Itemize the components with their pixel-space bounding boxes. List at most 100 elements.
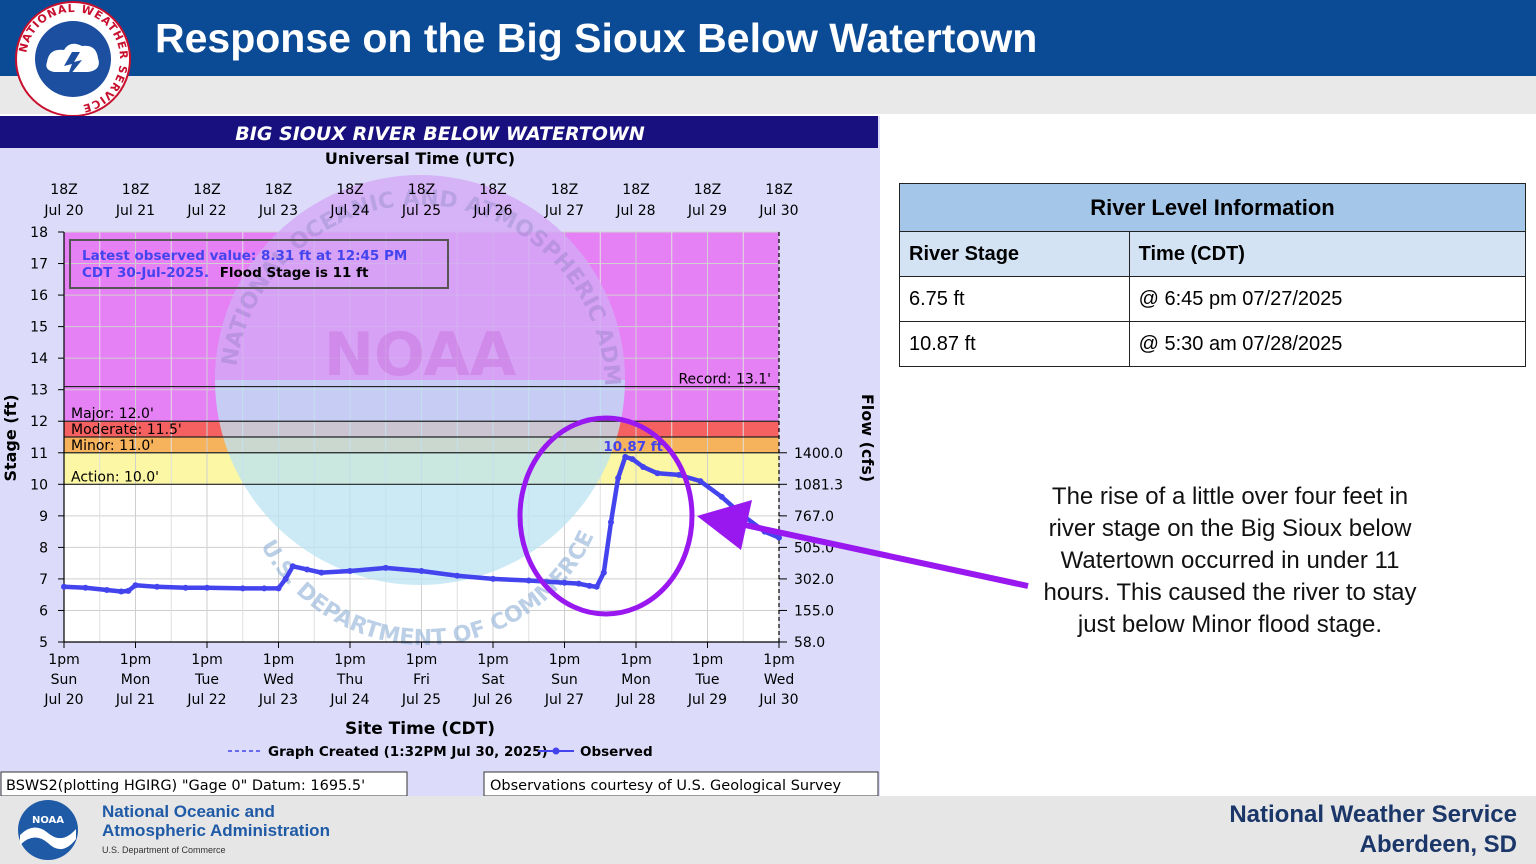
observed-point bbox=[153, 583, 160, 590]
bottom-tick-label: Mon bbox=[621, 672, 651, 688]
observed-point bbox=[132, 582, 139, 589]
bottom-tick-label: 1pm bbox=[120, 652, 151, 668]
svg-text:CDT 30-Jul-2025. Flood Sta: CDT 30-Jul-2025. Flood Stage is 11 ft bbox=[82, 265, 369, 281]
threshold-label: Major: 12.0' bbox=[71, 406, 154, 422]
col-header-stage: River Stage bbox=[899, 231, 1130, 277]
flow-tick-label: 58.0 bbox=[794, 635, 825, 651]
observed-point bbox=[118, 588, 125, 595]
datum-text: BSWS2(plotting HGIRG) "Gage 0" Datum: 16… bbox=[6, 778, 365, 794]
threshold-label: Record: 13.1' bbox=[678, 372, 771, 388]
top-tick-label: Jul 30 bbox=[758, 203, 798, 219]
observed-point bbox=[275, 585, 282, 592]
top-tick-label: Jul 23 bbox=[258, 203, 298, 219]
bottom-tick-label: 1pm bbox=[549, 652, 580, 668]
bottom-tick-label: Jul 28 bbox=[615, 692, 655, 708]
subheader-band bbox=[0, 76, 1536, 114]
top-tick-label: Jul 27 bbox=[544, 203, 584, 219]
observed-point bbox=[304, 566, 311, 573]
top-tick-label: 18Z bbox=[265, 182, 292, 198]
bottom-tick-label: Sun bbox=[551, 672, 578, 688]
observed-point bbox=[675, 471, 682, 478]
top-tick-label: 18Z bbox=[408, 182, 435, 198]
observed-point bbox=[600, 569, 607, 576]
svg-text:NOAA: NOAA bbox=[32, 815, 64, 826]
observed-point bbox=[239, 585, 246, 592]
noaa-name-line1: National Oceanic and bbox=[102, 802, 275, 821]
observed-point bbox=[575, 580, 582, 587]
observed-point bbox=[261, 585, 268, 592]
observed-point bbox=[418, 568, 425, 575]
top-tick-label: 18Z bbox=[551, 182, 578, 198]
watermark-center: NOAA bbox=[324, 320, 517, 390]
top-tick-label: 18Z bbox=[336, 182, 363, 198]
y-tick-label: 15 bbox=[30, 320, 48, 336]
y2-axis-title: Flow (cfs) bbox=[858, 394, 877, 482]
latest-value-line1: Latest observed value: 8.31 ft at 12:45 … bbox=[82, 248, 407, 264]
bottom-tick-label: Wed bbox=[764, 672, 795, 688]
y-tick-label: 14 bbox=[30, 351, 48, 367]
y-tick-label: 16 bbox=[30, 288, 48, 304]
top-tick-label: Jul 22 bbox=[186, 203, 226, 219]
top-tick-label: 18Z bbox=[122, 182, 149, 198]
bottom-tick-label: Jul 25 bbox=[401, 692, 441, 708]
bottom-tick-label: Tue bbox=[695, 672, 720, 688]
top-tick-label: 18Z bbox=[694, 182, 721, 198]
observed-point bbox=[525, 577, 532, 584]
bottom-tick-label: Jul 29 bbox=[687, 692, 727, 708]
observed-point bbox=[607, 519, 614, 526]
bottom-tick-label: 1pm bbox=[334, 652, 365, 668]
bottom-tick-label: 1pm bbox=[48, 652, 79, 668]
bottom-tick-label: 1pm bbox=[620, 652, 651, 668]
y-axis-title: Stage (ft) bbox=[1, 394, 20, 481]
observed-point bbox=[182, 584, 189, 591]
flow-tick-label: 1400.0 bbox=[794, 446, 843, 462]
bottom-tick-label: Fri bbox=[413, 672, 430, 688]
nws-office-line1: National Weather Service bbox=[1229, 801, 1517, 828]
top-tick-label: 18Z bbox=[622, 182, 649, 198]
observed-point bbox=[204, 584, 210, 591]
header-bar bbox=[0, 0, 1536, 76]
bottom-tick-label: Jul 21 bbox=[115, 692, 155, 708]
top-tick-label: Jul 24 bbox=[329, 203, 369, 219]
top-tick-label: Jul 26 bbox=[472, 203, 512, 219]
y-tick-label: 10 bbox=[30, 477, 48, 493]
noaa-dept: U.S. Department of Commerce bbox=[102, 845, 226, 855]
bottom-tick-label: Mon bbox=[121, 672, 151, 688]
table-row: 6.75 ft @ 6:45 pm 07/27/2025 bbox=[899, 276, 1527, 322]
table-row: 10.87 ft @ 5:30 am 07/28/2025 bbox=[899, 321, 1527, 367]
bottom-tick-label: Thu bbox=[336, 672, 363, 688]
bottom-tick-label: Jul 23 bbox=[258, 692, 298, 708]
footer-bar bbox=[0, 796, 1536, 864]
row-time: @ 5:30 am 07/28/2025 bbox=[1128, 321, 1527, 367]
nws-logo: NATIONAL WEATHER SERVICE bbox=[15, 1, 131, 117]
top-axis-title: Universal Time (UTC) bbox=[325, 149, 515, 168]
peak-label: 10.87 ft bbox=[603, 439, 663, 455]
noaa-name-line2: Atmospheric Administration bbox=[102, 821, 330, 840]
y-tick-label: 7 bbox=[39, 572, 48, 588]
latest-value-box bbox=[69, 239, 449, 289]
bottom-tick-label: Jul 30 bbox=[758, 692, 798, 708]
bottom-tick-label: Wed bbox=[263, 672, 294, 688]
legend-graph-created: Graph Created (1:32PM Jul 30, 2025) bbox=[268, 744, 548, 760]
observed-point bbox=[125, 587, 132, 594]
top-tick-label: 18Z bbox=[50, 182, 77, 198]
bottom-tick-label: 1pm bbox=[692, 652, 723, 668]
observed-point bbox=[776, 534, 782, 541]
y-tick-label: 6 bbox=[39, 603, 48, 619]
y-tick-label: 8 bbox=[39, 540, 48, 556]
top-tick-label: Jul 28 bbox=[615, 203, 655, 219]
river-level-table: River Level Information River Stage Time… bbox=[899, 183, 1527, 367]
threshold-label: Minor: 11.0' bbox=[71, 438, 154, 454]
top-tick-label: 18Z bbox=[193, 182, 220, 198]
noaa-name: National Oceanic and Atmospheric Adminis… bbox=[102, 802, 330, 840]
row-stage: 6.75 ft bbox=[899, 276, 1130, 322]
threshold-label: Moderate: 11.5' bbox=[71, 422, 182, 438]
observed-point bbox=[640, 463, 647, 470]
courtesy-text: Observations courtesy of U.S. Geological… bbox=[490, 778, 842, 794]
nws-office-line2: Aberdeen, SD bbox=[1359, 831, 1517, 858]
y-tick-label: 13 bbox=[30, 383, 48, 399]
observed-point bbox=[382, 564, 389, 571]
latest-value-line2: CDT 30-Jul-2025. bbox=[82, 265, 209, 281]
flood-stage-note: Flood Stage is 11 ft bbox=[220, 265, 369, 281]
courtesy-box bbox=[483, 771, 879, 797]
